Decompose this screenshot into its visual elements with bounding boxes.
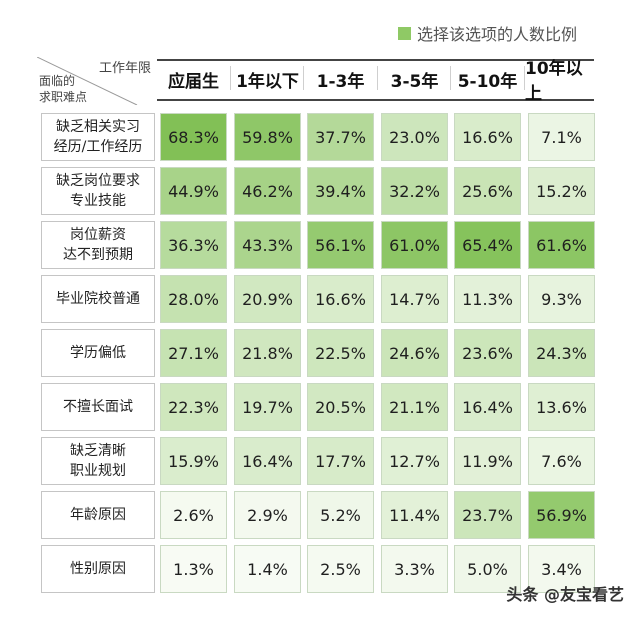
column-header: 应届生 bbox=[168, 71, 219, 92]
heatmap-cell: 12.7% bbox=[381, 437, 448, 485]
heatmap-cell: 56.1% bbox=[307, 221, 374, 269]
heatmap-cell: 61.0% bbox=[381, 221, 448, 269]
row-label: 不擅长面试 bbox=[41, 383, 155, 431]
heatmap-cell: 20.9% bbox=[234, 275, 301, 323]
column-separator bbox=[450, 66, 451, 90]
heatmap-cell: 61.6% bbox=[528, 221, 595, 269]
heatmap-cell: 43.3% bbox=[234, 221, 301, 269]
row-label: 缺乏岗位要求 专业技能 bbox=[41, 167, 155, 215]
row-label: 学历偏低 bbox=[41, 329, 155, 377]
column-header: 10年以上 bbox=[525, 59, 583, 104]
heatmap-cell: 7.1% bbox=[528, 113, 595, 161]
heatmap-cell: 3.3% bbox=[381, 545, 448, 593]
heatmap-cell: 5.2% bbox=[307, 491, 374, 539]
heatmap-cell: 56.9% bbox=[528, 491, 595, 539]
heatmap-cell: 27.1% bbox=[160, 329, 227, 377]
heatmap-cell: 16.4% bbox=[234, 437, 301, 485]
row-label: 性别原因 bbox=[41, 545, 155, 593]
heatmap-cell: 59.8% bbox=[234, 113, 301, 161]
heatmap-cell: 16.6% bbox=[454, 113, 521, 161]
header-bottom-rule bbox=[157, 99, 594, 101]
column-header: 5-10年 bbox=[457, 71, 518, 92]
heatmap-cell: 25.6% bbox=[454, 167, 521, 215]
heatmap-cell: 1.3% bbox=[160, 545, 227, 593]
heatmap-cell: 37.7% bbox=[307, 113, 374, 161]
heatmap-cell: 5.0% bbox=[454, 545, 521, 593]
heatmap-cell: 2.9% bbox=[234, 491, 301, 539]
heatmap-cell: 16.4% bbox=[454, 383, 521, 431]
legend: 选择该选项的人数比例 bbox=[398, 22, 577, 44]
heatmap-cell: 11.4% bbox=[381, 491, 448, 539]
heatmap-cell: 14.7% bbox=[381, 275, 448, 323]
heatmap-cell: 46.2% bbox=[234, 167, 301, 215]
row-label: 岗位薪资 达不到预期 bbox=[41, 221, 155, 269]
heatmap-cell: 44.9% bbox=[160, 167, 227, 215]
legend-label: 选择该选项的人数比例 bbox=[417, 25, 578, 44]
heatmap-cell: 22.5% bbox=[307, 329, 374, 377]
row-label: 缺乏相关实习 经历/工作经历 bbox=[41, 113, 155, 161]
column-axis-label: 工作年限 bbox=[98, 61, 151, 76]
heatmap-cell: 24.6% bbox=[381, 329, 448, 377]
watermark: 头条 @友宝看艺 bbox=[506, 585, 624, 604]
heatmap-cell: 19.7% bbox=[234, 383, 301, 431]
heatmap-cell: 11.3% bbox=[454, 275, 521, 323]
heatmap-cell: 68.3% bbox=[160, 113, 227, 161]
row-axis-label-line1: 面临的 bbox=[39, 74, 76, 88]
header-top-rule bbox=[157, 59, 594, 61]
row-label: 缺乏清晰 职业规划 bbox=[41, 437, 155, 485]
column-header: 1-3年 bbox=[316, 71, 365, 92]
heatmap-cell: 13.6% bbox=[528, 383, 595, 431]
row-label: 毕业院校普通 bbox=[41, 275, 155, 323]
heatmap-cell: 36.3% bbox=[160, 221, 227, 269]
column-header: 1年以下 bbox=[236, 71, 299, 92]
row-axis-label-line2: 求职难点 bbox=[39, 90, 88, 104]
heatmap-cell: 23.0% bbox=[381, 113, 448, 161]
heatmap-cell: 15.9% bbox=[160, 437, 227, 485]
heatmap-cell: 17.7% bbox=[307, 437, 374, 485]
column-header: 3-5年 bbox=[390, 71, 439, 92]
heatmap-cell: 2.5% bbox=[307, 545, 374, 593]
column-separator bbox=[377, 66, 378, 90]
heatmap-cell: 15.2% bbox=[528, 167, 595, 215]
row-axis-label: 面临的 求职难点 bbox=[39, 73, 87, 105]
heatmap-cell: 2.6% bbox=[160, 491, 227, 539]
row-label: 年龄原因 bbox=[41, 491, 155, 539]
heatmap-cell: 20.5% bbox=[307, 383, 374, 431]
heatmap-cell: 1.4% bbox=[234, 545, 301, 593]
heatmap-cell: 3.4% bbox=[528, 545, 595, 593]
heatmap-cell: 7.6% bbox=[528, 437, 595, 485]
heatmap-cell: 23.7% bbox=[454, 491, 521, 539]
heatmap-cell: 21.8% bbox=[234, 329, 301, 377]
heatmap-cell: 39.4% bbox=[307, 167, 374, 215]
heatmap-cell: 28.0% bbox=[160, 275, 227, 323]
heatmap-cell: 65.4% bbox=[454, 221, 521, 269]
heatmap-cell: 9.3% bbox=[528, 275, 595, 323]
corner-diagonal bbox=[37, 57, 138, 105]
heatmap-cell: 11.9% bbox=[454, 437, 521, 485]
heatmap-cell: 23.6% bbox=[454, 329, 521, 377]
heatmap-cell: 24.3% bbox=[528, 329, 595, 377]
heatmap-cell: 21.1% bbox=[381, 383, 448, 431]
heatmap-cell: 22.3% bbox=[160, 383, 227, 431]
column-separator bbox=[524, 66, 525, 90]
heatmap-cell: 16.6% bbox=[307, 275, 374, 323]
legend-swatch bbox=[398, 26, 411, 40]
column-separator bbox=[303, 66, 304, 90]
column-separator bbox=[230, 66, 231, 90]
heatmap-cell: 32.2% bbox=[381, 167, 448, 215]
corner-header: 工作年限 面临的 求职难点 bbox=[37, 57, 155, 105]
